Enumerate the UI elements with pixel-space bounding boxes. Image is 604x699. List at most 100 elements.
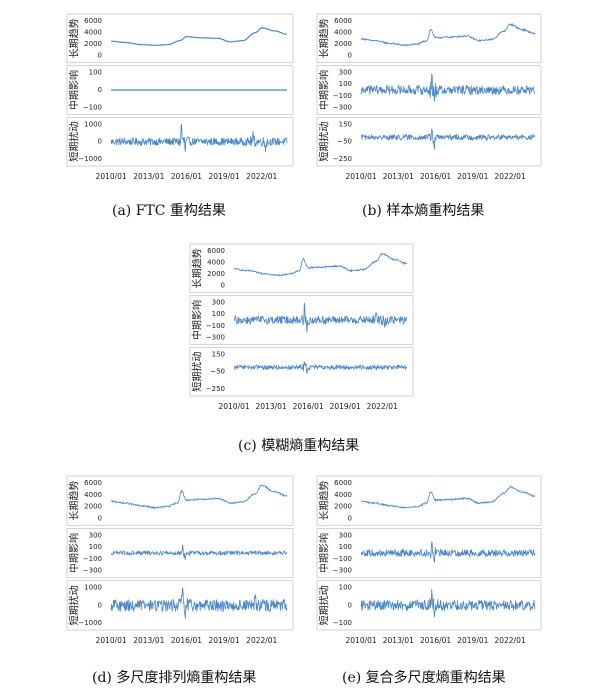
y-axis-label: 长期趋势 [318,481,331,521]
x-tick-label: 2010/01 [346,636,377,645]
y-axis-label: 短期扰动 [318,122,331,162]
figure-e: 长期趋势 0 2000 4000 6000 中期影响 −300 −100 100 300 短期扰动 −… [316,474,542,650]
panel-3: 短期扰动 −100 0 100 [316,580,542,631]
y-tick-label: 100 [212,310,225,318]
panel-2: 中期影响 −100 0 100 [66,65,294,115]
y-tick-label: −250 [206,385,225,393]
x-tick-label: 2022/01 [246,636,277,645]
panel-frame [316,527,542,579]
series-line [110,587,288,619]
y-tick-label: 0 [98,514,102,522]
series-line [233,361,408,374]
chart-b: 长期趋势 0 2000 4000 6000 中期影响 −300 −100 100 300 短期扰动 −… [316,13,542,181]
series-line [360,541,536,564]
y-tick-label: 0 [348,601,352,609]
x-tick-label: 2019/01 [209,636,240,645]
y-tick-label: 100 [339,584,352,592]
y-axis-label: 长期趋势 [191,248,204,288]
panel-3: 短期扰动−1000 0 1000 [66,116,294,167]
y-tick-label: 4000 [334,29,352,37]
y-tick-label: 4000 [84,29,102,37]
chart-d: 长期趋势 0 2000 4000 6000 中期影响 −300 −100 100 300 短期扰动−… [66,475,294,645]
y-tick-label: −100 [333,619,352,627]
figure-b: 长期趋势 0 2000 4000 6000 中期影响 −300 −100 100 300 短期扰动 −… [316,12,542,186]
caption-c: (c) 模糊熵重构结果 [238,438,360,454]
y-axis-label: 长期趋势 [68,18,81,58]
y-tick-label: 2000 [84,503,102,511]
y-tick-label: 0 [98,52,102,60]
y-tick-label: 2000 [334,503,352,511]
y-tick-label: 6000 [207,247,225,255]
y-tick-label: −100 [206,322,225,330]
panel-3: 短期扰动 −250 −50 150 [316,116,542,167]
x-tick-label: 2019/01 [330,402,361,411]
y-tick-label: 6000 [334,17,352,25]
y-tick-label: −300 [206,333,225,341]
caption-a: (a) FTC 重构结果 [112,203,226,219]
y-tick-label: 100 [89,543,102,551]
y-axis-label: 中期影响 [318,70,331,110]
x-tick-label: 2013/01 [133,636,164,645]
y-tick-label: −1000 [78,155,102,163]
x-tick-label: 2019/01 [457,636,488,645]
x-tick-label: 2013/01 [383,636,414,645]
y-axis-label: 短期扰动 [68,585,81,625]
series-line [360,73,536,102]
y-tick-label: 0 [98,601,102,609]
y-tick-label: 0 [221,282,225,290]
y-tick-label: −300 [333,567,352,575]
y-tick-label: 2000 [84,40,102,48]
y-tick-label: 6000 [84,17,102,25]
panel-frame [66,580,294,631]
y-axis-label: 长期趋势 [318,18,331,58]
panel-1: 长期趋势 0 2000 4000 6000 [66,13,294,64]
y-tick-label: 2000 [207,270,225,278]
caption-b: (b) 样本熵重构结果 [362,203,485,219]
y-tick-label: 6000 [334,479,352,487]
y-tick-label: −100 [333,555,352,563]
x-tick-label: 2010/01 [96,172,127,181]
y-axis-label: 短期扰动 [191,352,204,392]
y-tick-label: 0 [348,514,352,522]
x-tick-label: 2016/01 [420,636,451,645]
panel-1: 长期趋势 0 2000 4000 6000 [316,475,542,526]
panel-1: 长期趋势 0 2000 4000 6000 [66,475,294,526]
y-axis-label: 中期影响 [191,300,204,340]
x-tick-label: 2022/01 [494,636,525,645]
x-tick-label: 2019/01 [457,172,488,181]
panel-1: 长期趋势 0 2000 4000 6000 [189,243,414,294]
y-tick-label: 1000 [84,120,102,128]
panel-frame [316,475,542,526]
y-tick-label: −50 [210,368,225,376]
panel-1: 长期趋势 0 2000 4000 6000 [316,13,542,64]
y-tick-label: 2000 [334,40,352,48]
y-axis-label: 中期影响 [68,70,81,110]
panel-3: 短期扰动 −250 −50 150 [189,346,414,397]
panel-2: 中期影响 −300 −100 100 300 [189,295,414,345]
y-tick-label: 6000 [84,479,102,487]
y-tick-label: 100 [89,69,102,77]
x-tick-label: 2016/01 [420,172,451,181]
y-tick-label: −100 [333,92,352,100]
y-axis-label: 中期影响 [68,533,81,573]
panel-frame [316,116,542,167]
caption-d: (d) 多尺度排列熵重构结果 [92,670,257,686]
y-axis-label: 短期扰动 [318,585,331,625]
figure-d: 长期趋势 0 2000 4000 6000 中期影响 −300 −100 100 300 短期扰动 −… [66,474,294,650]
y-tick-label: 300 [339,69,352,77]
panel-frame [189,243,414,294]
x-tick-label: 2013/01 [133,172,164,181]
series-line [234,252,407,277]
x-tick-label: 2010/01 [219,402,250,411]
y-tick-label: 0 [348,52,352,60]
panel-frame [189,346,414,397]
y-tick-label: 300 [89,531,102,539]
y-tick-label: −300 [83,567,102,575]
figure-a: 长期趋势 0 2000 4000 6000 中期影响 −100 0 100 短期扰动 −1000 0 1… [66,12,294,186]
series-line [110,544,288,560]
x-tick-label: 2013/01 [256,402,287,411]
series-line [360,128,536,150]
x-tick-label: 2016/01 [171,636,202,645]
panel-2: 中期影响 −300 −100 100 300 [316,65,542,115]
